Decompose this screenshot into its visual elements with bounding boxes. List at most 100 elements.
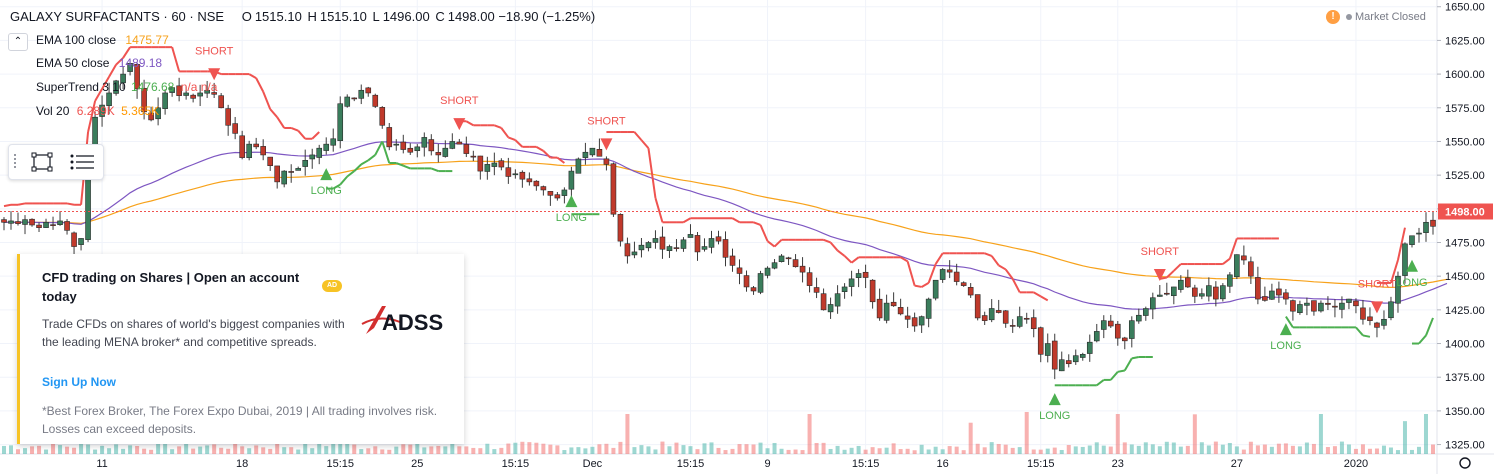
candle-body-116 <box>813 287 820 293</box>
ad-title[interactable]: CFD trading on Shares | Open an account … <box>42 270 300 304</box>
candle-body-193 <box>1353 300 1359 307</box>
volume-bar-75 <box>527 442 532 454</box>
volume-bar-101 <box>709 442 714 454</box>
volume-bar-177 <box>1241 449 1246 454</box>
candle-body-71 <box>498 160 505 168</box>
volume-bar-188 <box>1318 414 1323 454</box>
volume-bar-102 <box>716 447 721 454</box>
volume-bar-55 <box>387 449 392 454</box>
legend-supertrend-label: SuperTrend 3 10 <box>36 80 126 94</box>
high-value: 1515.10 <box>319 9 367 24</box>
volume-bar-166 <box>1164 441 1169 454</box>
candle-body-72 <box>505 167 512 177</box>
long-arrow-7 <box>1279 323 1292 336</box>
candle-body-132 <box>925 298 932 319</box>
supertrend-seg-133 <box>927 263 937 284</box>
volume-bar-23 <box>163 441 168 454</box>
supertrend-seg-42 <box>290 127 299 132</box>
legend-supertrend[interactable]: SuperTrend 3 10 1476.68 n/a n/a <box>36 80 217 94</box>
volume-bar-140 <box>982 447 987 454</box>
candle-body-49 <box>344 96 351 107</box>
rectangle-select-icon[interactable] <box>31 152 53 172</box>
volume-bar-16 <box>114 444 119 454</box>
volume-bar-14 <box>100 445 105 454</box>
candle-body-87 <box>610 163 617 215</box>
candle-body-115 <box>806 272 813 286</box>
volume-bar-22 <box>156 442 161 454</box>
volume-bar-139 <box>975 443 980 454</box>
ad-disclaimer: *Best Forex Broker, The Forex Expo Dubai… <box>42 404 438 436</box>
ad-signup-link[interactable]: Sign Up Now <box>42 375 116 389</box>
candle-body-117 <box>820 293 827 311</box>
short-label-8: SHORT <box>1358 278 1397 290</box>
chevron-up-icon[interactable]: ⌃ <box>8 33 28 51</box>
price-tick-11: 1375.00 <box>1445 372 1485 384</box>
volume-bar-175 <box>1227 442 1232 454</box>
volume-bar-94 <box>660 441 665 454</box>
long-arrow-5 <box>1048 393 1061 406</box>
volume-bar-81 <box>569 447 574 454</box>
candle-body-76 <box>533 180 540 187</box>
candle-body-36 <box>253 143 259 148</box>
supertrend-seg-141 <box>984 252 993 257</box>
supertrend-seg-176 <box>1228 238 1238 259</box>
supertrend-seg-48 <box>332 183 341 190</box>
candle-body-91 <box>638 244 645 251</box>
drawing-toolbox[interactable] <box>8 144 104 180</box>
legend-ema100[interactable]: EMA 100 close 1475.77 <box>36 33 169 47</box>
price-tick-2: 1600.00 <box>1445 69 1485 81</box>
ema100-line <box>4 160 1448 289</box>
candle-body-55 <box>386 127 393 148</box>
volume-bar-86 <box>604 443 609 454</box>
candle-body-144 <box>1009 325 1016 327</box>
supertrend-seg-67 <box>465 120 474 127</box>
supertrend-seg-204 <box>1425 317 1434 336</box>
supertrend-seg-54 <box>374 140 384 156</box>
volume-bar-19 <box>135 445 140 454</box>
drag-handle-icon[interactable] <box>13 152 17 172</box>
supertrend-seg-175 <box>1222 257 1231 265</box>
candle-body-124 <box>869 279 876 303</box>
symbol-title[interactable]: GALAXY SURFACTANTS · 60 · NSE <box>10 9 225 24</box>
candle-body-28 <box>197 92 203 97</box>
volume-bar-187 <box>1311 443 1316 454</box>
status-dot-icon <box>1346 14 1352 20</box>
candle-body-54 <box>379 107 386 126</box>
volume-bar-114 <box>800 450 805 454</box>
candle-body-129 <box>904 315 911 320</box>
supertrend-seg-111 <box>773 239 783 248</box>
supertrend-seg-203 <box>1418 334 1427 345</box>
list-lines-icon[interactable] <box>69 153 95 171</box>
candle-body-51 <box>358 89 365 99</box>
candle-body-167 <box>1171 286 1177 297</box>
high-label: H <box>307 9 317 24</box>
volume-bar-119 <box>835 445 840 454</box>
candle-body-98 <box>687 234 694 238</box>
candle-body-35 <box>246 143 252 159</box>
time-tick-6: 15:15 <box>677 458 705 470</box>
candle-body-103 <box>722 239 729 258</box>
time-tick-7: 9 <box>764 458 770 470</box>
legend-ema50[interactable]: EMA 50 close 1489.18 <box>36 56 162 70</box>
gear-icon[interactable] <box>1459 457 1471 469</box>
volume-bar-41 <box>289 447 294 454</box>
ad-banner[interactable]: CFD trading on Shares | Open an account … <box>17 254 464 444</box>
volume-bar-103 <box>723 450 728 454</box>
volume-bar-172 <box>1206 445 1211 454</box>
short-arrow-0 <box>208 68 221 81</box>
candle-body-106 <box>743 275 750 288</box>
volume-bar-77 <box>541 443 546 454</box>
volume-bar-200 <box>1402 421 1407 454</box>
supertrend-seg-3 <box>17 202 26 206</box>
supertrend-seg-77 <box>535 145 544 152</box>
warning-icon[interactable]: ! <box>1326 10 1340 24</box>
candle-body-163 <box>1142 308 1149 316</box>
candle-body-67 <box>470 155 477 158</box>
volume-bar-11 <box>79 443 84 454</box>
supertrend-seg-167 <box>1166 270 1175 279</box>
volume-bar-97 <box>681 445 686 454</box>
supertrend-seg-143 <box>998 264 1007 271</box>
market-status[interactable]: ! Market Closed <box>1326 10 1426 24</box>
candle-body-45 <box>316 147 323 158</box>
legend-volume[interactable]: Vol 20 6.289K 5.365K <box>36 104 159 118</box>
